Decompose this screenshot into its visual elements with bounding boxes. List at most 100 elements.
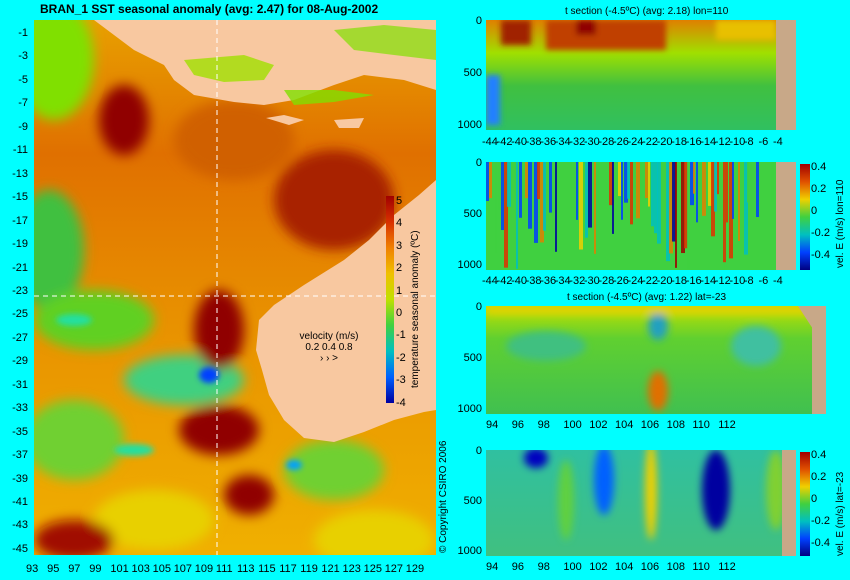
panel1-x-tick: -10	[729, 136, 746, 148]
lon-tick-label: 127	[384, 563, 404, 575]
panel4-y-tick: 500	[463, 495, 482, 507]
panel4-y-tick: 1000	[457, 545, 482, 557]
lat-tick-label: -41	[12, 496, 28, 508]
panel3-title: t section (-4.5ºC) (avg: 1.22) lat=-23	[567, 292, 726, 303]
panel2-y-tick: 0	[475, 157, 482, 169]
lon-tick-label: 109	[194, 563, 214, 575]
lat-tick-label: -43	[12, 519, 28, 532]
lat-tick-label: -19	[12, 238, 28, 251]
panel4-colorbar-tick: 0.4	[811, 449, 827, 461]
panel2-x-tick: -42	[496, 275, 513, 287]
lat-tick-label: -11	[12, 144, 28, 157]
lon-tick-label: 117	[279, 563, 297, 575]
colorbar-tick-label: 4	[396, 217, 403, 230]
panel4-x-tick: 112	[718, 561, 736, 573]
lat-tick-label: -9	[18, 120, 28, 133]
lat-tick-label: -29	[12, 355, 28, 368]
lat-tick-label: -25	[12, 308, 28, 321]
lat-tick-label: -7	[18, 97, 28, 110]
panel2-x-tick: -26	[612, 275, 629, 287]
lon-tick-label: 115	[258, 563, 276, 575]
lat-tick-label: -1	[18, 27, 28, 39]
panel4-colorbar-tick: 0.2	[811, 471, 827, 483]
panel2-x-tick: -16	[685, 275, 702, 287]
panel1-temp-section-lon[interactable]	[486, 20, 796, 130]
lon-tick-label: 111	[215, 563, 233, 575]
panel2-colorbar-tick: -0.2	[811, 227, 830, 239]
lat-tick-label: -35	[12, 425, 28, 438]
panel3-y-tick: 1000	[457, 403, 482, 415]
panel2-y-tick: 1000	[457, 259, 482, 271]
lon-tick-label: 113	[237, 563, 255, 575]
panel2-colorbar-tick: 0	[811, 205, 818, 217]
panel4-x-tick: 98	[537, 561, 550, 573]
colorbar-tick-label: -2	[396, 351, 406, 364]
panel3-x-tick: 96	[511, 419, 525, 431]
panel2-colorbar-label: vel. E (m/s) lon=110	[835, 179, 846, 268]
panel3-y-tick: 500	[463, 352, 482, 364]
panel4-colorbar-label: vel. E (m/s) lat=-23	[835, 471, 846, 556]
panel2-x-tick: -22	[642, 275, 658, 287]
lat-tick-label: -33	[12, 402, 28, 415]
panel4-x-tick: 106	[640, 561, 660, 573]
colorbar-tick-label: -3	[396, 374, 406, 387]
panel4-colorbar-tick: -0.4	[811, 537, 830, 549]
lon-tick-label: 99	[89, 563, 102, 575]
panel2-x-tick: -18	[671, 275, 688, 287]
panel2-colorbar-tick: 0.4	[811, 161, 827, 173]
panel1-x-tick: -32	[569, 136, 586, 148]
panel2-colorbar-tick: 0.2	[811, 183, 827, 195]
panel4-x-tick: 108	[666, 561, 685, 573]
velocity-legend-values: 0.2 0.4 0.8	[305, 342, 353, 353]
panel1-x-tick: -12	[714, 136, 731, 148]
lon-tick-label: 95	[47, 563, 60, 575]
panel3-x-tick: 106	[640, 419, 660, 431]
panel2-x-tick: -24	[627, 275, 644, 287]
panel1-x-tick: -4	[773, 136, 783, 148]
lon-tick-label: 119	[300, 563, 318, 575]
panel1-x-tick: -42	[496, 136, 513, 148]
panel1-x-tick: -20	[656, 136, 673, 148]
lon-tick-label: 123	[342, 563, 361, 575]
panel4-colorbar-tick: 0	[811, 493, 818, 505]
colorbar-tick-label: 3	[396, 239, 403, 252]
panel1-x-tick: -22	[642, 136, 658, 148]
lat-tick-label: -15	[12, 191, 28, 204]
velocity-legend-title: velocity (m/s)	[299, 331, 359, 342]
panel2-vel-section-lon[interactable]	[486, 162, 796, 270]
panel2-x-tick: -32	[569, 275, 586, 287]
panel2-x-tick: -10	[729, 275, 746, 287]
colorbar-tick-label: 5	[396, 195, 403, 207]
panel1-x-tick: -30	[583, 136, 600, 148]
panel2-x-tick: -44	[482, 275, 498, 287]
panel2-x-tick: -20	[656, 275, 673, 287]
lat-tick-label: -3	[18, 50, 28, 63]
lat-tick-label: -23	[12, 284, 28, 297]
lon-tick-label: 105	[152, 563, 171, 575]
panel3-x-tick: 94	[486, 419, 499, 431]
sst-map[interactable]	[34, 20, 436, 555]
panel3-x-tick: 112	[718, 419, 736, 431]
colorbar-tick-label: -1	[396, 329, 406, 342]
velocity-legend: velocity (m/s) 0.2 0.4 0.8 › › >	[294, 331, 364, 364]
lon-tick-label: 93	[26, 563, 39, 575]
panel3-temp-section-lat[interactable]	[486, 306, 826, 414]
panel4-y-tick: 0	[475, 445, 482, 457]
lat-tick-label: -45	[12, 542, 28, 555]
panel1-x-tick: -6	[758, 136, 769, 148]
lat-tick-label: -17	[12, 214, 28, 227]
map-colorbar-label: temperature seasonal anomaly (ºC)	[410, 230, 421, 388]
panel4-colorbar-tick: -0.2	[811, 515, 830, 527]
panel2-x-tick: -40	[511, 275, 527, 287]
panel2-x-tick: -38	[525, 275, 542, 287]
panel3-x-tick: 98	[537, 419, 550, 431]
panel2-x-tick: -14	[700, 275, 717, 287]
lat-tick-label: -31	[12, 378, 28, 391]
panel4-vel-section-lat[interactable]	[486, 450, 796, 556]
lat-tick-label: -13	[12, 167, 28, 180]
panel2-y-tick: 500	[463, 208, 482, 220]
panel2-x-tick: -30	[583, 275, 600, 287]
panel1-x-tick: -40	[511, 136, 527, 148]
lat-tick-label: -37	[12, 449, 28, 462]
panel2-colorbar	[800, 164, 810, 270]
